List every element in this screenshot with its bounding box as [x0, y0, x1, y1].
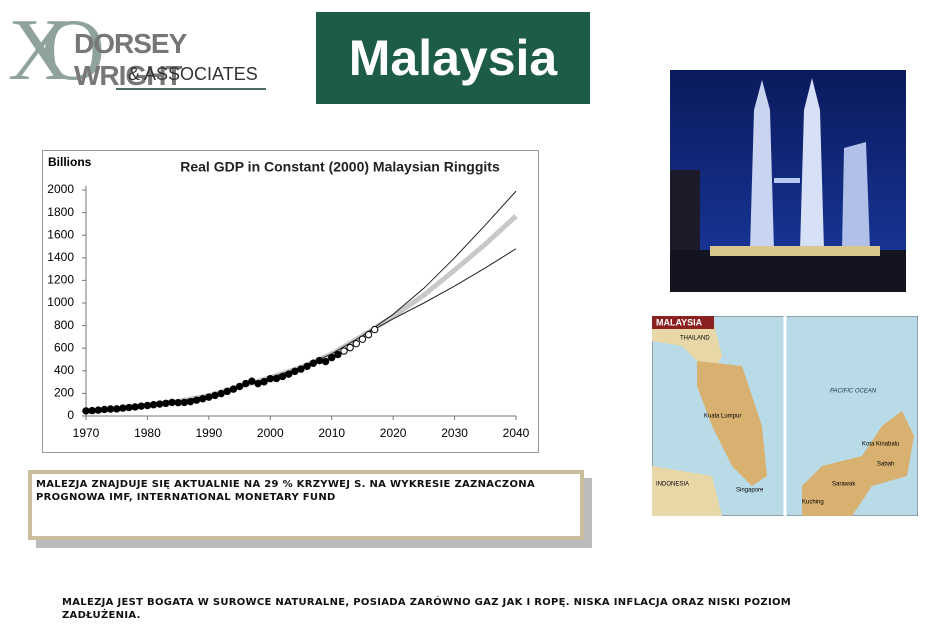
y-tick-label: 1000 [47, 295, 74, 309]
map-label: Kota Kinabalu [862, 442, 899, 448]
y-tick-label: 1200 [47, 273, 74, 287]
y-tick-label: 1600 [47, 227, 74, 241]
data-point [242, 379, 250, 388]
data-point [113, 405, 121, 413]
x-tick-label: 2020 [380, 426, 407, 440]
title-box: Malaysia [316, 12, 590, 104]
map-title: MALAYSIA [656, 317, 703, 327]
y-tick-label: 800 [54, 318, 74, 332]
chart-frame [42, 150, 539, 453]
x-tick-label: 1980 [134, 426, 161, 440]
data-point [309, 359, 317, 367]
y-tick-label: 1800 [47, 205, 74, 219]
data-point [303, 362, 311, 370]
map-label: Singapore [736, 488, 764, 494]
x-tick-label: 2030 [441, 426, 468, 440]
x-tick-label: 1990 [196, 426, 223, 440]
data-point [334, 350, 342, 359]
data-point [254, 379, 262, 388]
data-point [162, 399, 170, 408]
data-point [88, 406, 96, 415]
y-tick-label: 2000 [47, 182, 74, 196]
y-tick-label: 600 [54, 340, 74, 354]
data-point [297, 365, 305, 373]
logo-rule [116, 88, 266, 90]
data-point [119, 404, 127, 412]
map: MALAYSIA THAILAND Kuala Lumpur Singapore… [652, 316, 918, 516]
data-point [260, 378, 268, 386]
map-label: THAILAND [680, 336, 710, 342]
y-tick-label: 0 [67, 408, 74, 422]
data-point [266, 375, 274, 383]
trend-line [362, 248, 517, 337]
trend-line [362, 190, 517, 337]
x-tick-label: 2010 [318, 426, 345, 440]
logo-sub: & ASSOCIATES [128, 64, 258, 84]
data-point [180, 398, 188, 407]
y-tick-label: 1400 [47, 250, 74, 264]
data-point [211, 391, 219, 400]
data-point [205, 393, 213, 401]
y-tick-label: 200 [54, 386, 74, 400]
x-tick-label: 2040 [503, 426, 530, 440]
note-box: MALEZJA ZNAJDUJE SIĘ AKTUALNIE NA 29 % K… [28, 470, 584, 540]
data-point [82, 407, 90, 415]
data-point [100, 405, 109, 414]
x-tick-label: 2000 [257, 426, 284, 440]
data-point [106, 405, 115, 413]
forecast-point [346, 343, 354, 352]
forecast-point [364, 330, 373, 339]
x-tick-label: 1970 [73, 426, 100, 440]
data-point [217, 389, 225, 398]
data-point [321, 357, 330, 366]
data-point [199, 395, 207, 403]
logo: XO DORSEY WRIGHT & ASSOCIATES [8, 2, 268, 106]
data-point [248, 377, 256, 385]
footer-text: MALEZJA JEST BOGATA W SUROWCE NATURALNE,… [62, 597, 792, 621]
map-label: Kuching [802, 500, 824, 506]
forecast-point [340, 347, 348, 355]
data-point [223, 387, 231, 396]
data-point [285, 370, 293, 378]
map-label: INDONESIA [656, 482, 689, 488]
data-point [94, 406, 102, 414]
map-label: Kuala Lumpur [704, 414, 741, 420]
forecast-point [371, 325, 379, 334]
map-label: Sarawak [832, 482, 856, 488]
data-point [125, 403, 133, 412]
data-point [328, 353, 336, 362]
data-point [235, 382, 244, 391]
data-point [143, 401, 152, 410]
note-text: MALEZJA ZNAJDUJE SIĘ AKTUALNIE NA 29 % K… [36, 479, 535, 503]
data-point [131, 403, 139, 411]
data-point [291, 367, 299, 376]
map-label: PACIFIC OCEAN [830, 389, 877, 395]
y-tick-label: 400 [54, 363, 74, 377]
data-point [137, 402, 145, 410]
y-axis-label: Billions [48, 155, 92, 169]
data-point [149, 401, 158, 409]
data-point [272, 374, 281, 383]
data-point [174, 398, 182, 407]
slide-title: Malaysia [348, 30, 558, 86]
data-point [315, 356, 324, 365]
data-point [156, 400, 164, 408]
data-point [192, 396, 201, 404]
chart-title: Real GDP in Constant (2000) Malaysian Ri… [180, 159, 500, 175]
data-point [168, 398, 176, 407]
chart: Billions Real GDP in Constant (2000) Mal… [42, 150, 539, 453]
forecast-point [358, 335, 367, 343]
logo-name: DORSEY WRIGHT [74, 28, 187, 91]
forecast-point [352, 339, 360, 348]
data-point [186, 397, 195, 406]
map-label: Sabah [877, 462, 894, 468]
logo-mark: XO [8, 2, 105, 99]
data-point [278, 372, 287, 381]
data-point [229, 385, 238, 393]
towers-photo [670, 70, 906, 292]
